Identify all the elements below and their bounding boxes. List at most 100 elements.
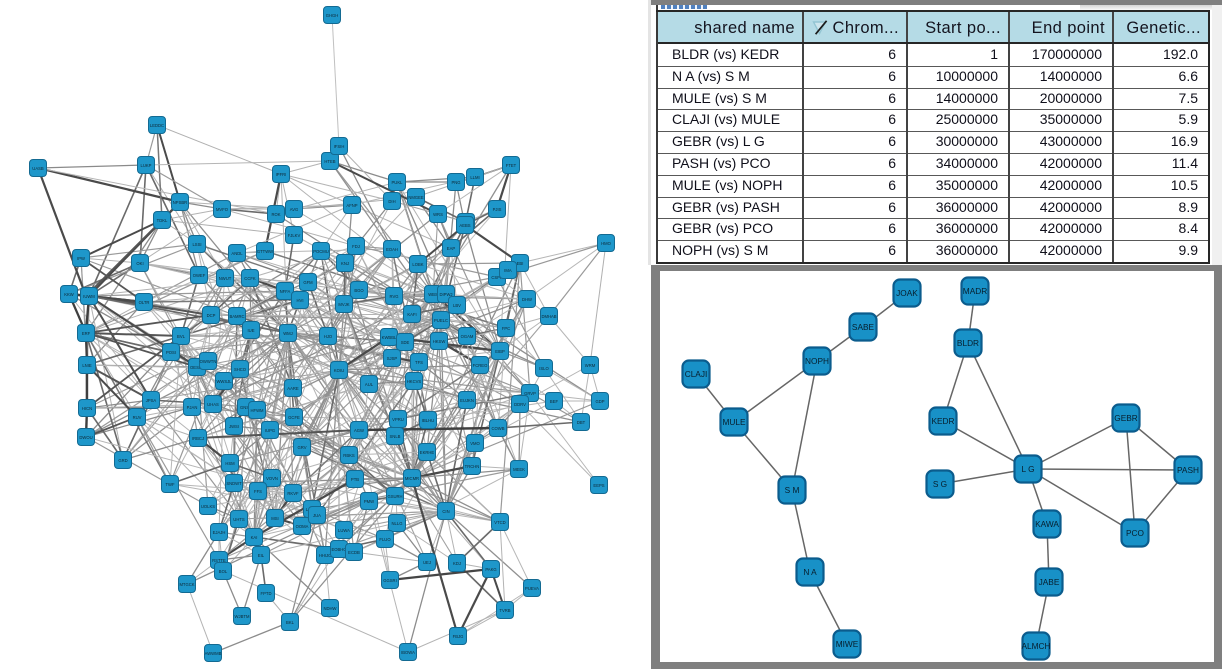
svg-text:OLTR: OLTR <box>139 300 150 305</box>
svg-text:JABE: JABE <box>1039 577 1060 587</box>
svg-text:SNLB: SNLB <box>390 434 401 439</box>
svg-text:UHTS: UHTS <box>233 517 245 522</box>
svg-text:IBOWA: IBOWA <box>401 650 415 655</box>
svg-text:KOIU: KOIU <box>334 368 344 373</box>
svg-text:FPC: FPC <box>502 326 510 331</box>
svg-text:PCO: PCO <box>1126 528 1145 538</box>
svg-text:IFSIH: IFSIH <box>334 144 345 149</box>
svg-text:VMO: VMO <box>470 441 480 446</box>
svg-text:HKCVS: HKCVS <box>407 379 422 384</box>
svg-text:GGSRI: GGSRI <box>383 578 397 583</box>
svg-text:SHCO: SHCO <box>234 367 247 372</box>
svg-text:IMA: IMA <box>504 268 512 273</box>
svg-text:POCMU: POCMU <box>313 249 329 254</box>
svg-text:KNJ: KNJ <box>341 261 349 266</box>
svg-text:JWSI: JWSI <box>229 424 239 429</box>
svg-text:LUKP: LUKP <box>141 163 152 168</box>
svg-text:ECDB: ECDB <box>348 550 360 555</box>
svg-text:NWUT: NWUT <box>219 276 232 281</box>
svg-text:CCFK: CCFK <box>244 276 256 281</box>
svg-text:DHW: DHW <box>522 297 532 302</box>
svg-text:PJIS: PJIS <box>493 207 502 212</box>
svg-text:IPW: IPW <box>77 256 85 261</box>
svg-text:RBKS: RBKS <box>343 453 355 458</box>
svg-text:UHAS: UHAS <box>207 402 219 407</box>
svg-text:IUE: IUE <box>248 328 255 333</box>
svg-text:GEBR: GEBR <box>1114 413 1138 423</box>
svg-text:FTET: FTET <box>506 163 517 168</box>
svg-text:MSI: MSI <box>271 516 278 521</box>
svg-text:PUELC: PUELC <box>434 318 448 323</box>
svg-text:KEDR: KEDR <box>931 416 954 426</box>
svg-text:KWBBL: KWBBL <box>382 335 397 340</box>
svg-text:L G: L G <box>1021 464 1034 474</box>
svg-text:NFFA: NFFA <box>280 289 291 294</box>
svg-text:GTTWW: GTTWW <box>257 249 273 254</box>
svg-text:S M: S M <box>785 485 800 495</box>
svg-text:GFM: GFM <box>303 280 313 285</box>
svg-text:BEF: BEF <box>550 399 559 404</box>
svg-text:FBJG: FBJG <box>453 634 464 639</box>
svg-text:KAI: KAI <box>251 535 258 540</box>
svg-text:COWB: COWB <box>491 426 504 431</box>
svg-text:KAWA: KAWA <box>1035 519 1059 529</box>
svg-text:EEPS: EEPS <box>593 483 604 488</box>
svg-text:ROK: ROK <box>271 212 280 217</box>
svg-text:FJLKV: FJLKV <box>288 233 301 238</box>
svg-text:ALMCH: ALMCH <box>1021 641 1050 651</box>
svg-text:GNSN: GNSN <box>240 405 252 410</box>
svg-text:HTEB: HTEB <box>324 159 335 164</box>
svg-text:GHGH: GHGH <box>326 13 339 18</box>
svg-text:GSURH: GSURH <box>387 494 402 499</box>
svg-text:GRV: GRV <box>298 445 307 450</box>
svg-text:AGW: AGW <box>354 428 364 433</box>
svg-text:DDRV: DDRV <box>514 402 526 407</box>
svg-text:JOAK: JOAK <box>896 288 918 298</box>
svg-text:NLLG: NLLG <box>392 521 403 526</box>
svg-text:OWEF: OWEF <box>193 273 206 278</box>
svg-text:ERF: ERF <box>82 331 91 336</box>
svg-text:BKL: BKL <box>286 620 295 625</box>
svg-text:EIBP: EIBP <box>495 349 505 354</box>
svg-text:S G: S G <box>933 479 947 489</box>
svg-text:AFNP: AFNP <box>346 203 357 208</box>
svg-text:EBI: EBI <box>517 261 524 266</box>
svg-text:OESFT: OESFT <box>190 365 204 370</box>
svg-text:BVL: BVL <box>177 334 186 339</box>
svg-text:FLUO: FLUO <box>379 537 391 542</box>
svg-text:ANDL: ANDL <box>231 251 243 256</box>
svg-text:WJBTM: WJBTM <box>235 614 250 619</box>
svg-text:HKSW: HKSW <box>433 339 446 344</box>
svg-text:BAMRC: BAMRC <box>229 314 244 319</box>
svg-text:GRVP: GRVP <box>524 391 536 396</box>
svg-text:IPFRI: IPFRI <box>276 172 287 177</box>
svg-text:RKVF: RKVF <box>287 491 299 496</box>
svg-text:OGAM: OGAM <box>461 334 474 339</box>
svg-text:AEBS: AEBS <box>459 223 470 228</box>
svg-text:MICMR: MICMR <box>405 476 419 481</box>
svg-text:KDJ: KDJ <box>453 561 461 566</box>
svg-text:OOMA: OOMA <box>296 524 309 529</box>
svg-text:HSM: HSM <box>225 461 235 466</box>
svg-text:OKI: OKI <box>136 261 143 266</box>
svg-text:WRM: WRM <box>585 363 596 368</box>
svg-text:EOAH: EOAH <box>386 247 398 252</box>
svg-text:BGO: BGO <box>354 288 364 293</box>
svg-text:LNIE: LNIE <box>82 363 92 368</box>
svg-text:OWWTN: OWWTN <box>200 359 217 364</box>
svg-text:WMJ: WMJ <box>283 331 293 336</box>
svg-text:PJAN: PJAN <box>187 405 198 410</box>
svg-text:PUKL: PUKL <box>392 180 404 185</box>
svg-text:RSTTE: RSTTE <box>212 558 226 563</box>
svg-text:AWWMB: AWWMB <box>205 651 222 656</box>
svg-text:HICN: HICN <box>82 406 92 411</box>
svg-text:HFWM: HFWM <box>250 408 264 413</box>
svg-text:EJAJH: EJAJH <box>213 530 226 535</box>
svg-text:DIH: DIH <box>388 199 395 204</box>
svg-text:IBLHU: IBLHU <box>422 418 434 423</box>
svg-text:FCREO: FCREO <box>473 363 488 368</box>
svg-text:WBS: WBS <box>428 292 438 297</box>
svg-text:FDJ: FDJ <box>352 244 360 249</box>
svg-text:POSI: POSI <box>166 350 176 355</box>
svg-text:HJO: HJO <box>324 334 333 339</box>
